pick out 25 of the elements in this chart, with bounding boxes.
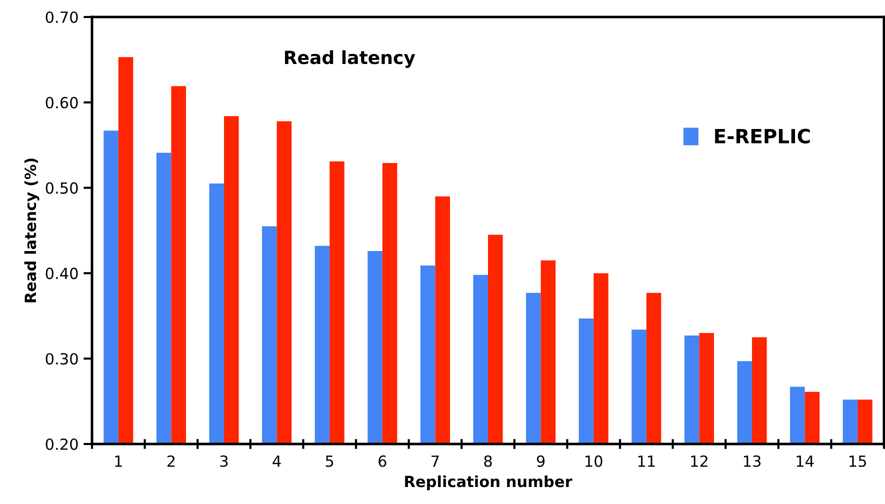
x-tick-label: 10 — [586, 455, 602, 467]
x-tick-label: 4 — [272, 456, 281, 467]
x-tick-label: 9 — [536, 455, 545, 467]
x-tick-label: 7 — [432, 456, 439, 467]
x-tick-label: 3 — [220, 455, 228, 467]
x-tick-label: 1 — [115, 456, 122, 467]
x-tick-label: 15 — [850, 456, 866, 467]
text: Read latency — [285, 50, 416, 68]
x-tick-label: 2 — [167, 455, 175, 467]
x-tick-label: 6 — [378, 455, 386, 467]
x-axis-title: Replication number — [405, 475, 572, 490]
x-tick-label: 11 — [638, 456, 655, 467]
y-axis-title: Read latency (%) — [24, 158, 40, 302]
x-tick-label: 5 — [326, 456, 334, 467]
x-tick-label: 12 — [691, 455, 708, 467]
legend-label: E-REPLIC — [715, 128, 810, 144]
y-tick-label: 0.70 — [46, 11, 78, 24]
y-tick-label: 0.40 — [46, 268, 78, 280]
y-tick-label: 0.60 — [46, 96, 78, 108]
x-tick-label: 14 — [796, 456, 814, 467]
y-tick-label: 0.30 — [46, 353, 78, 365]
y-tick-label: 0.50 — [46, 182, 78, 194]
y-tick-label: 0.20 — [46, 438, 78, 450]
x-tick-label: 8 — [484, 455, 492, 467]
x-tick-label: 13 — [744, 455, 760, 467]
